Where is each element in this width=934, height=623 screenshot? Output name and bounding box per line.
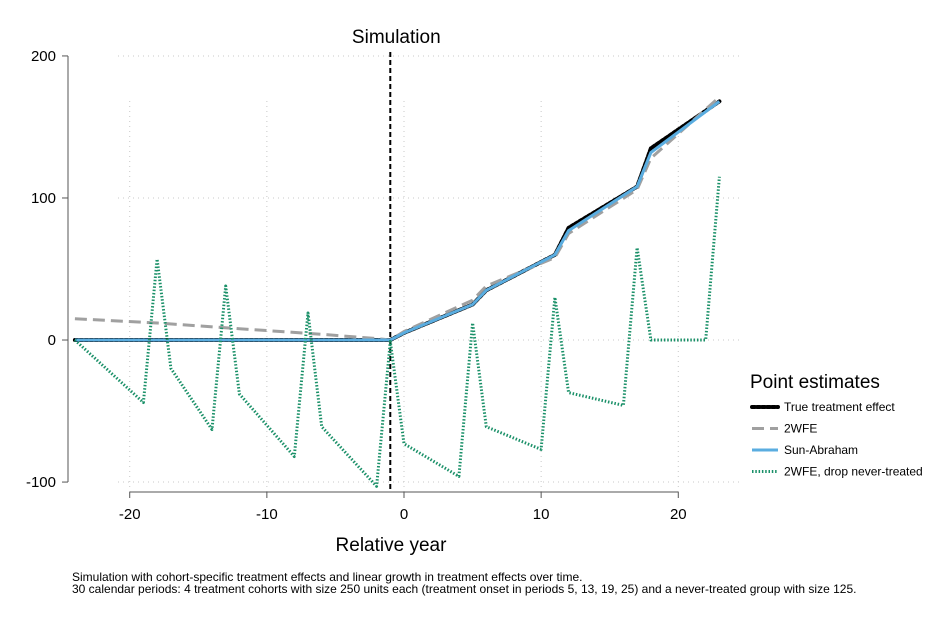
x-tick-label: 20 [670, 506, 687, 523]
y-tick-label: 200 [31, 48, 56, 65]
legend-title: Point estimates [750, 372, 880, 393]
y-tick-label: -100 [26, 474, 56, 491]
grid-lines [118, 55, 740, 492]
legend-label: 2WFE, drop never-treated [784, 465, 923, 479]
series-lines [72, 95, 722, 488]
legend-label: True treatment effect [784, 400, 895, 414]
axes [62, 52, 679, 498]
series-line-sun-abraham [74, 100, 721, 342]
x-tick-label: 0 [400, 506, 408, 523]
chart-note-line-2: 30 calendar periods: 4 treatment cohorts… [72, 582, 857, 596]
legend-label: 2WFE [784, 422, 817, 436]
x-tick-label: -10 [256, 506, 278, 523]
series-line-2wfe-drop-never-treated [73, 176, 721, 488]
x-tick-label: -20 [119, 506, 141, 523]
legend-label: Sun-Abraham [784, 443, 858, 457]
series-line-true-treatment-effect [72, 99, 722, 342]
chart-title: Simulation [352, 27, 441, 48]
y-tick-label: 0 [48, 332, 56, 349]
x-tick-label: 10 [533, 506, 550, 523]
series-line-2wfe [74, 95, 721, 342]
x-axis-title: Relative year [336, 535, 448, 556]
legend: Point estimates True treatment effect 2WFE… [750, 372, 923, 479]
y-tick-label: 100 [31, 190, 56, 207]
chart-note-line-1: Simulation with cohort-specific treatmen… [72, 570, 583, 584]
